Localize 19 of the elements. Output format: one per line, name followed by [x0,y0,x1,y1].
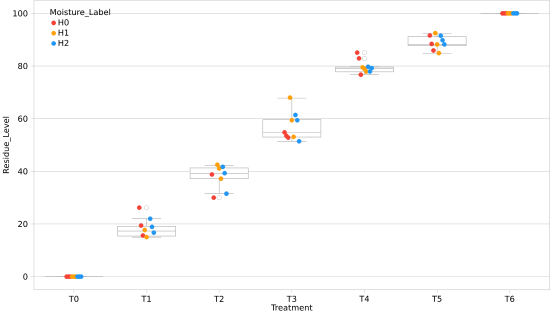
y-axis-title: Residue_Level [2,116,11,173]
legend-label: H1 [58,29,68,36]
y-tick-label: 0 [23,273,28,280]
legend-label: H0 [58,19,69,26]
x-axis-title: Treatment [271,304,312,310]
y-tick-label: 100 [13,10,28,16]
x-tick-label: T3 [286,296,296,302]
legend-title: Moisture_Label [50,8,110,17]
x-tick-label: T2 [214,296,224,302]
y-tick-label: 20 [18,220,28,227]
y-tick-label: 40 [18,168,28,174]
x-tick-label: T0 [68,296,78,302]
x-tick-label: T1 [141,296,151,302]
x-tick-label: T4 [359,296,370,302]
y-tick-label: 80 [18,62,28,69]
x-tick-label: T5 [432,296,442,302]
y-tick-label: 60 [18,115,28,122]
x-tick-label: T6 [504,296,514,302]
legend-label: H2 [58,40,68,46]
